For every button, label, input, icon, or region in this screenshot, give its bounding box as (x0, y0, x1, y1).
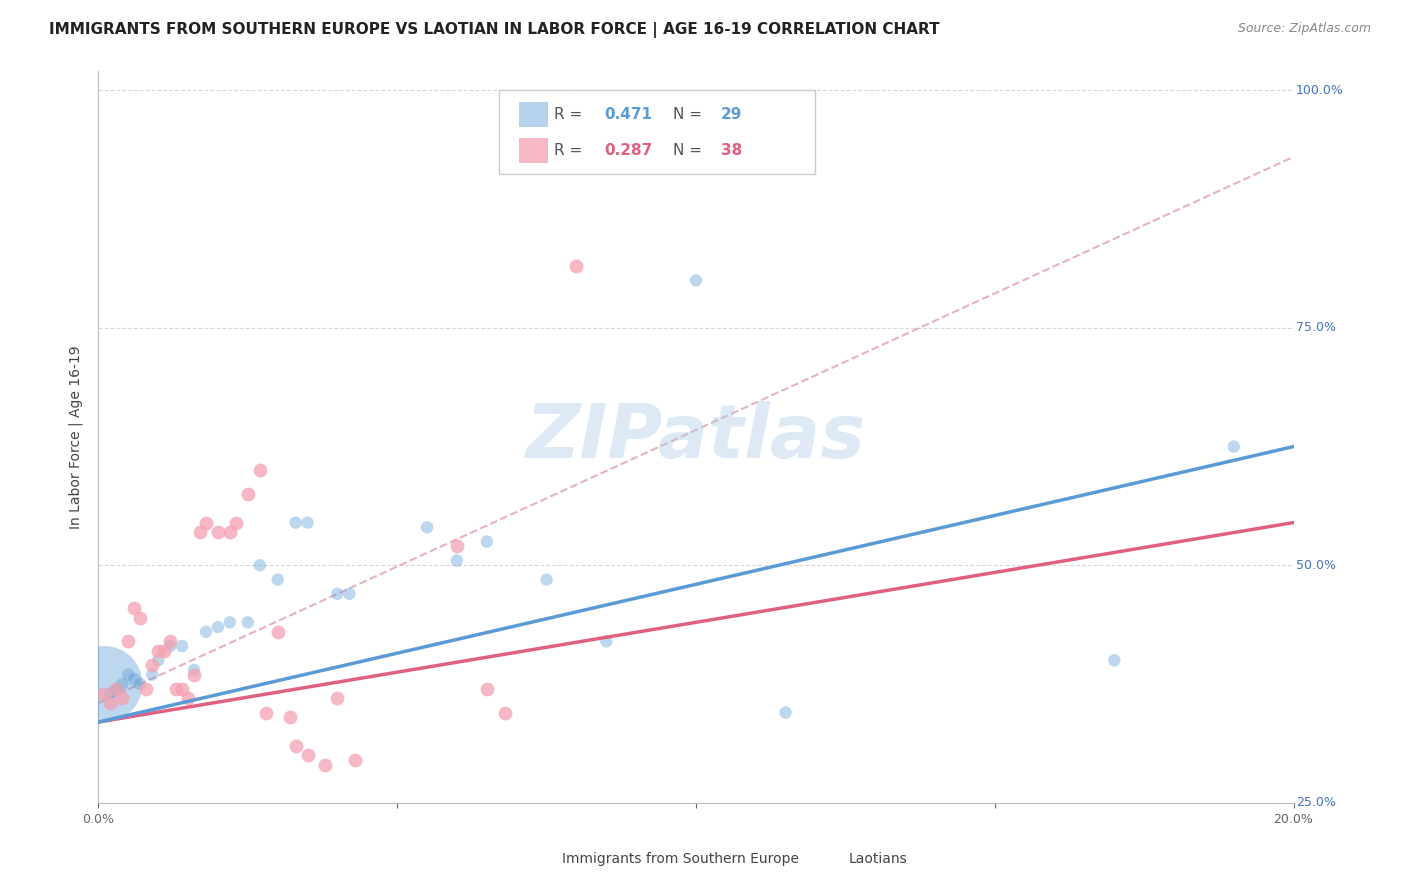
Point (284, 516, 307, 530)
Text: R =: R = (554, 143, 586, 158)
Point (105, 681, 128, 696)
Point (297, 516, 319, 530)
Point (385, 867, 409, 881)
Point (141, 658, 163, 673)
Point (207, 620, 229, 634)
Point (148, 653, 170, 667)
Point (124, 673, 146, 687)
Point (254, 706, 277, 720)
Text: 0.471: 0.471 (605, 107, 652, 122)
Point (207, 524, 229, 539)
Text: 75.0%: 75.0% (1296, 321, 1336, 334)
Point (111, 677, 134, 691)
Point (177, 691, 200, 706)
Point (326, 587, 349, 601)
Point (924, 810, 946, 824)
Point (124, 601, 146, 615)
Text: R =: R = (554, 107, 586, 122)
Point (183, 663, 205, 677)
Point (93, 687, 115, 701)
Point (153, 644, 176, 658)
Text: 50.0%: 50.0% (1296, 558, 1336, 572)
Point (446, 539, 468, 553)
Point (219, 524, 242, 539)
Text: 29: 29 (721, 107, 742, 122)
Text: ZIPatlas: ZIPatlas (526, 401, 866, 474)
Text: IMMIGRANTS FROM SOUTHERN EUROPE VS LAOTIAN IN LABOR FORCE | AGE 16-19 CORRELATIO: IMMIGRANTS FROM SOUTHERN EUROPE VS LAOTI… (49, 22, 939, 38)
Point (475, 681, 498, 696)
Point (1223, 440, 1246, 454)
Point (565, 259, 588, 273)
Point (105, 681, 128, 696)
Point (494, 706, 516, 720)
Point (236, 615, 259, 630)
Text: 100.0%: 100.0% (1296, 84, 1344, 97)
Point (446, 553, 468, 567)
Point (475, 534, 498, 549)
Point (165, 681, 187, 696)
FancyBboxPatch shape (519, 137, 548, 162)
Text: Laotians: Laotians (849, 852, 908, 866)
Point (344, 753, 367, 767)
Point (129, 610, 152, 624)
Point (249, 558, 271, 573)
Point (219, 615, 242, 630)
Text: 25.0%: 25.0% (1296, 797, 1336, 809)
Point (159, 634, 181, 648)
Point (1104, 653, 1126, 667)
Text: N =: N = (673, 143, 707, 158)
FancyBboxPatch shape (499, 90, 815, 174)
Point (685, 273, 707, 287)
Text: 0.287: 0.287 (605, 143, 652, 158)
Point (141, 667, 163, 681)
Point (148, 644, 170, 658)
FancyBboxPatch shape (527, 847, 557, 871)
Text: Immigrants from Southern Europe: Immigrants from Southern Europe (562, 852, 799, 866)
Point (93, 677, 115, 691)
Point (326, 691, 349, 706)
Point (249, 463, 271, 477)
Point (172, 681, 194, 696)
Point (172, 639, 194, 653)
Point (284, 739, 307, 753)
Point (98, 696, 122, 710)
Point (117, 634, 139, 648)
Point (117, 667, 139, 681)
Point (315, 757, 337, 772)
Point (297, 748, 319, 763)
Point (278, 710, 301, 724)
Text: 38: 38 (721, 143, 742, 158)
Text: N =: N = (673, 107, 707, 122)
Point (595, 634, 617, 648)
Point (339, 587, 361, 601)
Point (188, 524, 211, 539)
Point (135, 681, 157, 696)
Point (225, 516, 247, 530)
Point (374, 824, 396, 838)
Point (195, 624, 218, 639)
Point (195, 516, 218, 530)
Point (267, 624, 290, 639)
Point (159, 639, 181, 653)
Point (236, 487, 259, 501)
Point (111, 691, 134, 706)
Point (536, 573, 558, 587)
FancyBboxPatch shape (519, 103, 548, 128)
Point (267, 573, 290, 587)
Point (129, 677, 152, 691)
Text: Source: ZipAtlas.com: Source: ZipAtlas.com (1237, 22, 1371, 36)
FancyBboxPatch shape (814, 847, 844, 871)
Y-axis label: In Labor Force | Age 16-19: In Labor Force | Age 16-19 (69, 345, 83, 529)
Point (775, 706, 797, 720)
Point (183, 667, 205, 681)
Point (98, 687, 122, 701)
Point (416, 520, 439, 534)
